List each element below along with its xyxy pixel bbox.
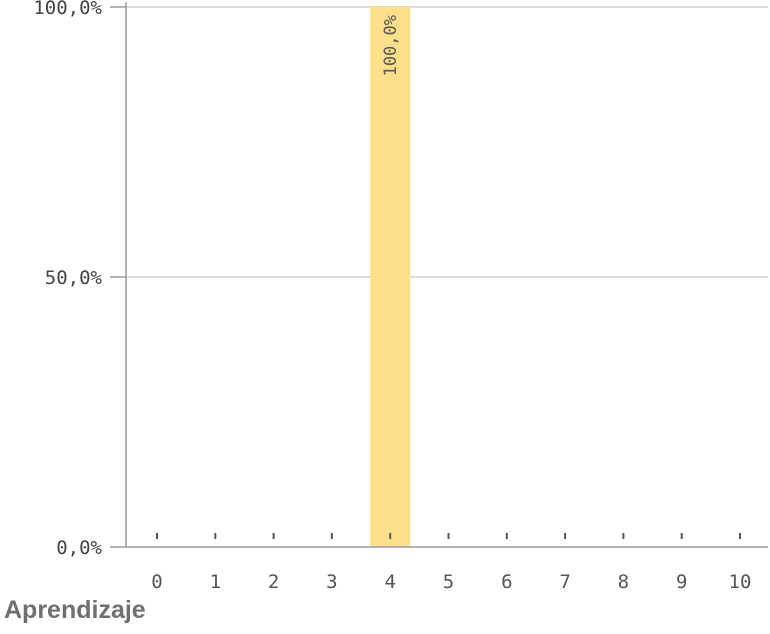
x-tick-label: 8 <box>618 571 629 593</box>
x-tick-label: 4 <box>384 571 395 593</box>
labels: 0,0% 50,0% 100,0% 0 1 2 3 4 5 6 7 8 9 10 100,0% <box>33 0 751 593</box>
x-tick-label: 2 <box>268 571 279 593</box>
gridlines <box>126 6 768 278</box>
data-label: 100,0% <box>381 15 401 76</box>
x-tick-label: 3 <box>326 571 337 593</box>
y-tick-label: 100,0% <box>33 0 102 19</box>
x-tick-label: 5 <box>443 571 454 593</box>
chart-title: Aprendizaje <box>4 596 146 624</box>
x-tick-label: 1 <box>210 571 221 593</box>
axes <box>110 2 768 548</box>
x-tick-label: 6 <box>501 571 512 593</box>
x-tick-label: 0 <box>151 571 162 593</box>
y-tick-label: 0,0% <box>56 537 102 559</box>
x-tick-label: 7 <box>559 571 570 593</box>
x-tick-label: 9 <box>676 571 687 593</box>
bar-4 <box>370 7 411 547</box>
y-tick-label: 50,0% <box>45 267 103 289</box>
bars <box>370 7 411 547</box>
x-tick-label: 10 <box>729 571 752 593</box>
